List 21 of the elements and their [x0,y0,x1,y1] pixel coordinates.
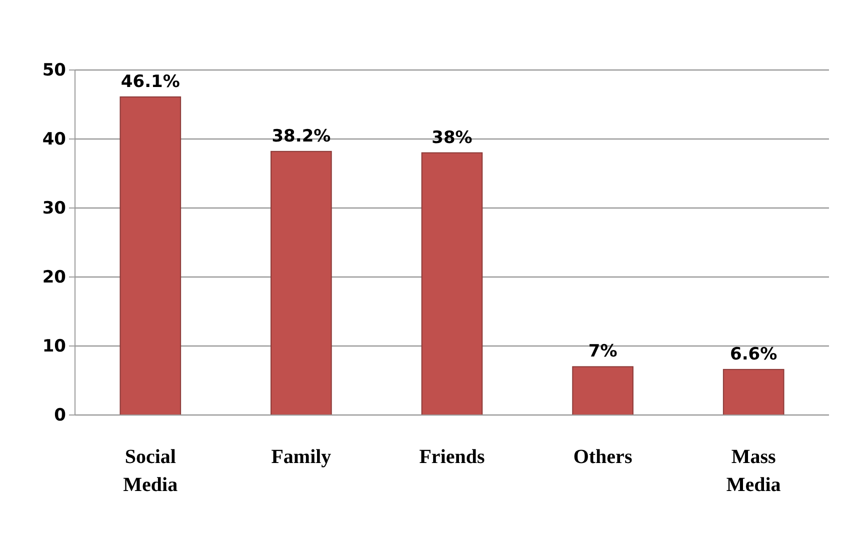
data-label: 38.2% [272,126,331,146]
data-label: 6.6% [730,344,778,364]
x-tick-label: Friends [419,446,485,468]
bar [421,152,483,416]
x-tick-label: Mass Media [726,446,781,496]
y-tick-label: 50 [42,60,66,80]
data-label: 46.1% [120,72,180,92]
y-tick-label: 30 [42,198,66,218]
bar [722,368,784,416]
x-tick-label: Social Media [123,446,178,496]
data-label: 7% [588,342,618,362]
x-tick-label: Family [271,446,332,468]
data-label: 38% [432,128,472,148]
bar [572,366,634,416]
y-tick-label: 0 [54,405,66,426]
y-tick-label: 10 [42,336,66,356]
x-tick-label: Others [573,446,632,468]
bar [120,96,182,416]
y-tick-label: 20 [42,267,66,288]
bar [270,150,332,416]
y-tick-label: 40 [42,129,66,150]
